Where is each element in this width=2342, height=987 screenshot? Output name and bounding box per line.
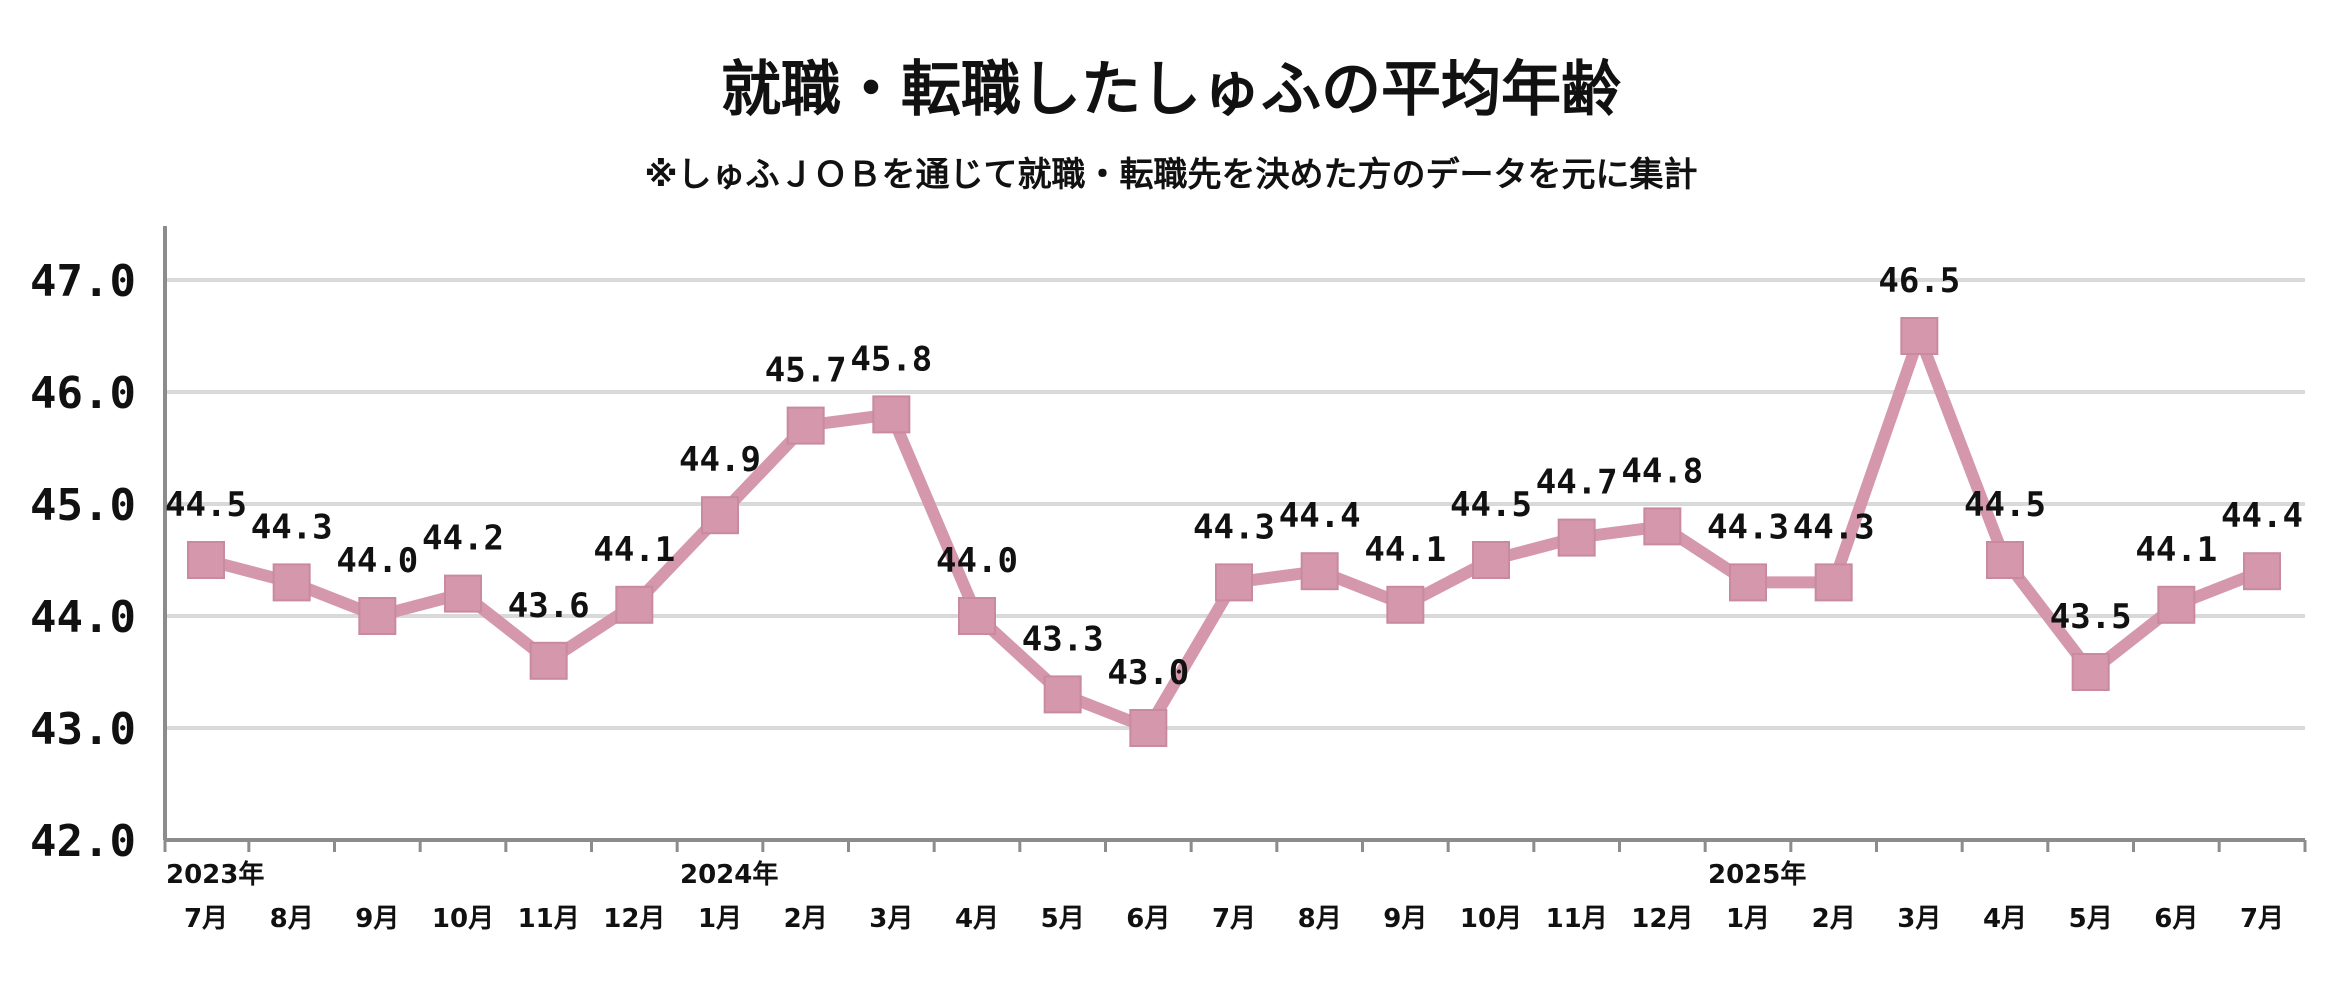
data-point-marker (2243, 552, 2281, 591)
year-label: 2024年 (680, 859, 778, 890)
x-tick-label: 9月 (1383, 904, 1427, 934)
data-label: 43.6 (508, 586, 590, 626)
data-label: 44.3 (251, 507, 333, 547)
x-tick-label: 7月 (1212, 904, 1256, 934)
data-point-marker (786, 406, 825, 445)
y-tick-label: 46.0 (30, 368, 136, 419)
x-tick-label: 8月 (270, 904, 314, 934)
x-tick-label: 4月 (1983, 904, 2027, 934)
data-point-marker (1729, 563, 1767, 602)
data-label: 44.4 (1279, 496, 1361, 536)
chart-title: 就職・転職したしゅふの平均年齢 (721, 55, 1621, 125)
data-label: 45.8 (850, 339, 932, 379)
data-label: 43.0 (1107, 653, 1189, 693)
data-point-marker (701, 496, 739, 535)
x-tick-label: 1月 (1726, 904, 1770, 934)
data-label: 43.5 (2050, 597, 2132, 637)
data-point-marker (1386, 585, 1425, 624)
data-point-marker (1129, 709, 1168, 747)
data-label: 44.4 (2221, 496, 2303, 536)
year-label: 2025年 (1708, 859, 1806, 890)
data-point-marker (1986, 541, 2024, 579)
x-tick-label: 7月 (2240, 904, 2284, 934)
x-tick-label: 6月 (2154, 904, 2198, 934)
y-tick-label: 43.0 (30, 704, 136, 755)
data-label: 44.7 (1536, 463, 1618, 503)
x-tick-label: 11月 (1546, 904, 1608, 934)
data-point-marker (444, 574, 482, 613)
data-label: 46.5 (1878, 261, 1960, 301)
data-label: 44.0 (936, 541, 1018, 581)
data-point-marker (958, 597, 996, 635)
data-label: 44.3 (1707, 507, 1789, 547)
x-tick-label: 10月 (1460, 904, 1522, 934)
x-tick-label: 12月 (1631, 904, 1693, 934)
data-label: 44.0 (336, 541, 418, 581)
x-tick-label: 10月 (432, 904, 494, 934)
chart-subtitle: ※しゅふＪＯＢを通じて就職・転職先を決めた方のデータを元に集計 (644, 155, 1697, 195)
data-point-marker (872, 395, 911, 434)
x-tick-label: 3月 (869, 904, 913, 934)
data-point-marker (187, 541, 225, 579)
data-point-marker (272, 563, 311, 602)
data-label: 44.1 (1364, 530, 1446, 570)
data-label: 44.2 (422, 519, 504, 559)
data-point-marker (358, 597, 397, 635)
x-tick-label: 5月 (2069, 904, 2113, 934)
x-tick-label: 5月 (1041, 904, 1085, 934)
y-tick-label: 47.0 (30, 256, 136, 307)
x-tick-label: 9月 (355, 904, 399, 934)
data-label: 44.3 (1193, 507, 1275, 547)
data-label: 44.5 (1964, 485, 2046, 525)
x-tick-label: 4月 (955, 904, 999, 934)
data-point-marker (1472, 541, 1510, 579)
data-point-marker (615, 585, 654, 624)
data-point-marker (2157, 585, 2196, 624)
data-labels: 44.544.344.044.243.644.144.945.7 45.844.0… (165, 261, 2303, 693)
data-label: 44.9 (679, 440, 761, 480)
data-point-marker (1643, 507, 1682, 546)
data-label: 44.1 (2135, 530, 2217, 570)
data-label: 45.7 (765, 351, 847, 391)
data-label: 43.3 (1022, 619, 1104, 659)
x-tick-label: 11月 (518, 904, 580, 934)
data-label: 44.5 (165, 485, 247, 525)
data-label: 44.8 (1621, 451, 1703, 491)
x-tick-label: 2月 (784, 904, 828, 934)
x-tick-label: 2月 (1812, 904, 1856, 934)
y-tick-label: 45.0 (30, 480, 136, 531)
x-tick-label: 3月 (1897, 904, 1941, 934)
y-tick-label: 44.0 (30, 592, 136, 643)
x-tick-label: 1月 (698, 904, 742, 934)
data-point-marker (1557, 518, 1596, 557)
data-point-marker (529, 641, 568, 680)
series-markers (187, 317, 2281, 747)
data-point-marker (1215, 563, 1253, 602)
y-axis-tick-labels: 42.0 43.0 44.0 45.0 46.0 47.0 (30, 256, 136, 867)
data-point-marker (1900, 317, 1939, 355)
data-point-marker (1300, 552, 1339, 591)
grid-lines (165, 278, 2305, 730)
axes (163, 226, 2307, 852)
year-label: 2023年 (166, 859, 264, 890)
data-point-marker (2071, 653, 2110, 691)
data-point-marker (1043, 675, 1082, 714)
x-tick-label: 7月 (184, 904, 228, 934)
data-label: 44.1 (593, 530, 675, 570)
data-label: 44.3 (1793, 507, 1875, 547)
x-tick-label: 6月 (1126, 904, 1170, 934)
x-tick-label: 12月 (603, 904, 665, 934)
x-tick-label: 8月 (1298, 904, 1342, 934)
data-label: 44.5 (1450, 485, 1532, 525)
y-tick-label: 42.0 (30, 816, 136, 867)
data-point-marker (1814, 563, 1853, 602)
x-axis-tick-labels: 7月 8月 9月 10月 11月 12月 1月 2月 3月 4月 5月 6月 7月 8月 9月 10月 11月 1… (166, 859, 2284, 934)
